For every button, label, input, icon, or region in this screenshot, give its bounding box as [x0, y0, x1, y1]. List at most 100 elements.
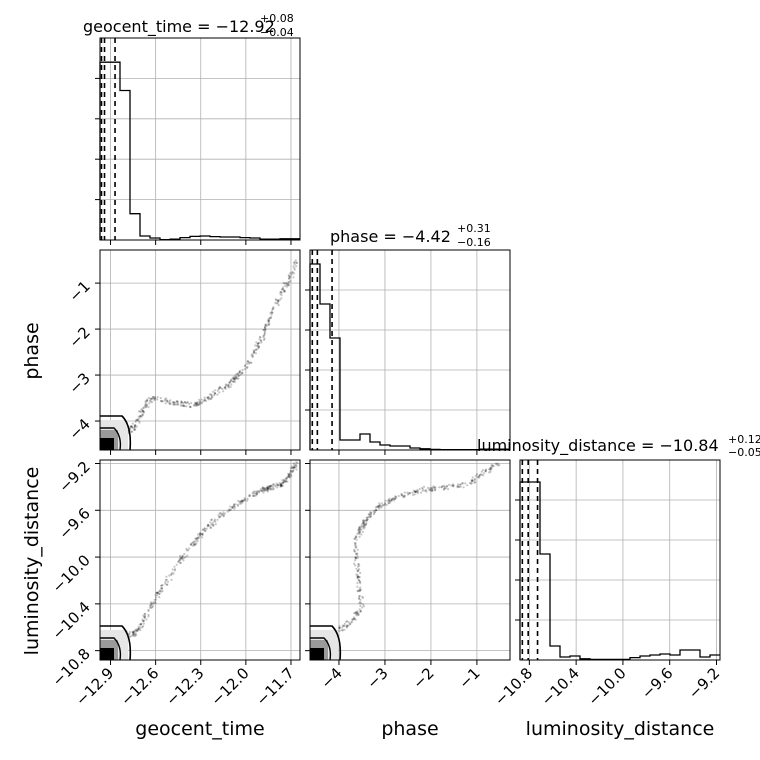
scatter-point [401, 493, 404, 496]
scatter-point [258, 335, 261, 339]
scatter-point [213, 392, 216, 395]
scatter-point [274, 301, 277, 304]
scatter-point [478, 474, 481, 478]
scatter-point [207, 524, 210, 527]
scatter-point [282, 481, 285, 484]
scatter-point [240, 372, 243, 375]
scatter-point [485, 468, 488, 471]
scatter-point [154, 593, 157, 597]
panel-frame [99, 249, 301, 451]
scatter-point [251, 494, 254, 497]
scatter-point [434, 488, 437, 491]
x-tick-label: −12.0 [207, 664, 252, 709]
scatter-point [356, 548, 359, 551]
scatter-point [491, 465, 494, 468]
scatter-point [357, 569, 360, 572]
quantile-lines [100, 38, 539, 660]
scatter-point [265, 324, 268, 327]
scatter-point [356, 590, 359, 593]
scatter-point [266, 485, 269, 488]
scatter-point [262, 328, 266, 331]
scatter-point [400, 494, 403, 497]
scatter-point [266, 488, 269, 491]
scatter-point [141, 626, 144, 629]
scatter-point [292, 466, 295, 469]
scatter-point [416, 488, 419, 492]
scatter-point [388, 501, 392, 504]
y-tick-label: −4 [65, 415, 93, 443]
x-tick-label: −2 [409, 664, 437, 692]
scatter-point [142, 625, 145, 628]
scatter-point [466, 484, 469, 487]
scatter-point [172, 572, 175, 575]
scatter-point [272, 307, 275, 310]
scatter-point [434, 489, 437, 492]
scatter-point [173, 565, 176, 568]
scatter-point [253, 492, 256, 495]
scatter-point [357, 563, 360, 566]
scatter-point [418, 487, 421, 491]
scatter-point [280, 291, 283, 294]
scatter-point [256, 345, 259, 348]
scatter-point [289, 469, 292, 472]
scatter-point [133, 424, 137, 427]
scatter-point [412, 493, 415, 497]
scatter-point [233, 377, 236, 380]
scatter-point [189, 406, 192, 409]
scatter-point [401, 494, 404, 497]
scatter-point [294, 463, 297, 466]
scatter-point [365, 516, 368, 519]
scatter-point [354, 611, 357, 614]
scatter-point [353, 617, 356, 620]
scatter-point [378, 504, 381, 507]
scatter-point [356, 589, 360, 592]
scatter-point [358, 531, 361, 534]
scatter-point [391, 497, 395, 500]
scatter-point [276, 483, 280, 486]
scatter-point [368, 514, 371, 517]
scatter-point [268, 322, 271, 325]
scatter-point [251, 354, 254, 357]
scatter-point [384, 499, 387, 502]
scatter-point [488, 471, 491, 474]
scatter-point [131, 631, 134, 634]
scatter-point [134, 419, 137, 422]
scatter-point [173, 401, 176, 404]
scatter-point [207, 398, 210, 401]
scatter-point [433, 485, 436, 489]
scatter-point [265, 486, 268, 489]
scatter-point [282, 481, 285, 484]
scatter-point [269, 484, 272, 487]
scatter-point [250, 361, 253, 364]
scatter-point [133, 428, 136, 431]
scatter-point [355, 545, 358, 549]
scatter-point [166, 580, 170, 583]
scatter-point [209, 397, 212, 401]
scatter-point [213, 518, 216, 521]
scatter-point [375, 509, 378, 512]
scatter-point [219, 515, 222, 518]
scatter-point [415, 490, 418, 493]
scatter-point [238, 371, 241, 374]
scatter-point [146, 399, 149, 402]
scatter-point [263, 334, 266, 337]
scatter-point [263, 325, 266, 329]
scatter-point [364, 519, 367, 522]
scatter-point [266, 488, 269, 491]
scatter-point [278, 481, 281, 485]
scatter-point [365, 518, 368, 522]
scatter-point [354, 543, 357, 546]
title-geocent-time: geocent_time = −12.92 [83, 17, 275, 37]
scatter-point [142, 412, 145, 415]
scatter-point [474, 481, 477, 484]
scatter-point [358, 568, 361, 571]
scatter-point [357, 531, 360, 534]
scatter-point [268, 317, 271, 320]
scatter-point [442, 488, 445, 491]
scatter-point [255, 341, 258, 344]
scatter-point [224, 383, 227, 386]
panel-frame [99, 459, 301, 661]
scatter-point [342, 624, 345, 627]
scatter-point [268, 317, 271, 320]
scatter-point [234, 376, 237, 379]
